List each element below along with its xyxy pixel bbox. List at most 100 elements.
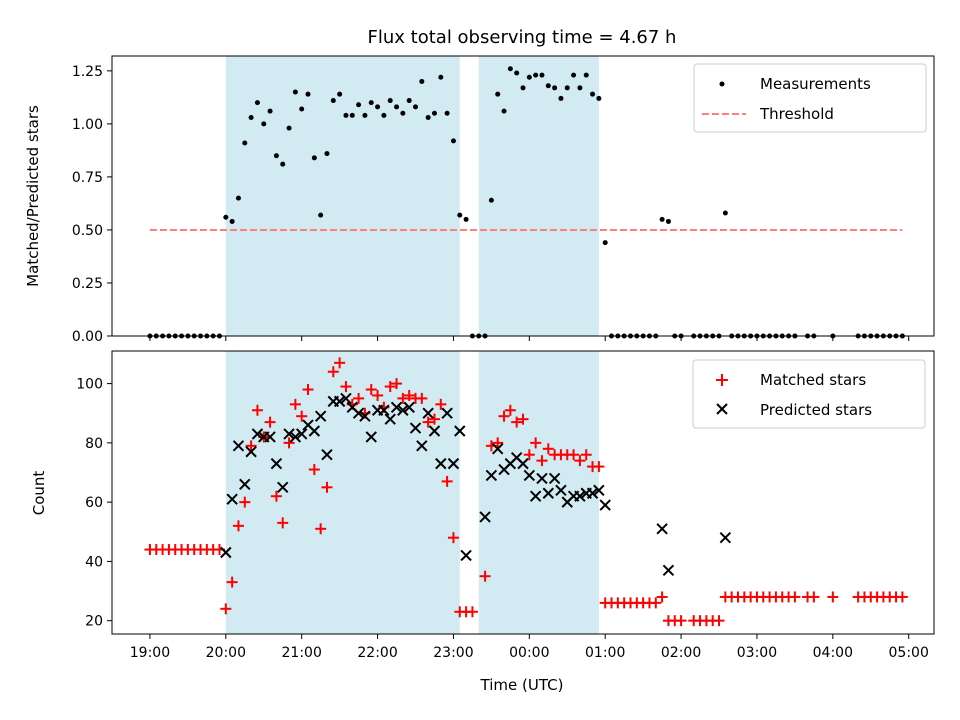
matched-star-point xyxy=(422,416,434,428)
count-ytick-label: 80 xyxy=(85,436,103,452)
matched-star-point xyxy=(372,389,384,401)
measurement-point xyxy=(488,197,494,203)
predicted-star-point xyxy=(548,472,561,485)
count-panel-frame xyxy=(111,350,935,635)
matched-star-point xyxy=(827,591,839,603)
count-ytick-label: 40 xyxy=(85,554,103,570)
legend-label-predicted: Predicted stars xyxy=(760,401,872,419)
predicted-star-point xyxy=(593,484,605,496)
measurement-point xyxy=(349,112,355,118)
measurement-point xyxy=(514,70,520,76)
matched-star-point xyxy=(277,517,289,529)
ratio-legend-box xyxy=(693,63,927,133)
matched-star-point xyxy=(530,437,542,449)
count-ytick-label: 60 xyxy=(85,495,103,511)
matched-star-point xyxy=(302,384,314,396)
matched-star-point xyxy=(593,461,605,473)
time-xtick-label: 23:00 xyxy=(433,645,473,661)
matched-star-point xyxy=(251,404,263,416)
predicted-star-point xyxy=(529,490,542,502)
count-y-axis: 20 40 60 80 100 xyxy=(76,377,112,630)
measurement-point xyxy=(413,104,419,110)
measurement-point xyxy=(558,95,564,101)
measurement-point xyxy=(507,66,513,72)
matched-star-point xyxy=(650,597,662,609)
matched-star-point xyxy=(416,392,428,404)
measurement-point xyxy=(444,110,450,116)
predicted-star-point xyxy=(270,457,283,470)
matched-star-point xyxy=(321,481,333,493)
measurement-point xyxy=(602,240,608,246)
predicted-star-point xyxy=(409,422,422,434)
measurement-point xyxy=(564,85,570,91)
measurement-point xyxy=(590,91,596,97)
matched-star-point xyxy=(808,591,820,603)
predicted-star-point xyxy=(390,401,403,414)
matched-star-point xyxy=(498,410,510,422)
matched-star-point xyxy=(511,416,523,428)
matched-star-point xyxy=(391,378,403,390)
matched-star-point xyxy=(536,455,548,467)
legend-label-measurements: Measurements xyxy=(760,75,871,93)
count-y-label: Count xyxy=(30,471,48,516)
ratio-ytick-label: 0.50 xyxy=(72,223,103,239)
predicted-star-point xyxy=(308,425,321,437)
measurement-point xyxy=(665,218,671,224)
matched-star-point xyxy=(384,381,396,393)
matched-star-point xyxy=(656,591,668,603)
predicted-star-point xyxy=(295,428,308,440)
observing-windows-bottom xyxy=(225,351,599,634)
predicted-star-point xyxy=(378,404,390,416)
matched-star-point xyxy=(264,416,276,428)
measurement-point xyxy=(406,98,412,104)
matched-star-point xyxy=(315,523,327,535)
time-xtick-label: 00:00 xyxy=(509,645,549,661)
measurement-point xyxy=(248,115,254,121)
legend-marker-measurements xyxy=(719,81,725,87)
matched-star-point xyxy=(340,381,352,393)
measurement-point xyxy=(242,140,248,146)
matched-star-point xyxy=(517,413,529,425)
predicted-star-point xyxy=(251,428,264,440)
count-legend: Matched stars Predicted stars xyxy=(692,359,926,429)
measurement-point xyxy=(520,85,526,91)
ratio-legend: Measurements Threshold xyxy=(693,63,927,133)
measurement-point xyxy=(286,125,292,131)
predicted-star-point xyxy=(397,404,409,416)
measurement-point xyxy=(229,218,235,224)
predicted-star-point xyxy=(656,523,668,535)
predicted-star-point xyxy=(574,490,586,502)
predicted-star-point xyxy=(422,407,434,419)
measurement-point xyxy=(533,72,539,78)
predicted-star-point xyxy=(517,457,529,470)
matched-star-point xyxy=(220,603,232,615)
measurement-point xyxy=(381,112,387,118)
predicted-star-point xyxy=(441,407,453,419)
ratio-ytick-label: 0.00 xyxy=(72,329,103,345)
matched-star-point xyxy=(479,570,491,582)
matched-star-point xyxy=(789,591,801,603)
predicted-star-point xyxy=(340,392,352,405)
measurement-point xyxy=(545,83,551,89)
count-ytick-label: 20 xyxy=(85,614,103,630)
measurement-point xyxy=(261,121,267,127)
predicted-star-point xyxy=(365,431,377,443)
measurement-point xyxy=(577,85,583,91)
measurement-point xyxy=(324,151,330,157)
measurement-point xyxy=(299,106,305,112)
ratio-ytick-label: 0.75 xyxy=(72,170,103,186)
predicted-star-point xyxy=(403,401,415,414)
observing-windows-top xyxy=(225,56,599,336)
time-xtick-label: 19:00 xyxy=(130,645,170,661)
measurement-point xyxy=(305,91,311,97)
predicted-star-point xyxy=(384,413,396,425)
measurement-point xyxy=(330,98,336,104)
ratio-x-ticks xyxy=(149,336,910,341)
measurement-point xyxy=(501,108,507,114)
matched-star-point xyxy=(675,615,687,627)
predicted-star-point xyxy=(220,546,232,559)
time-xtick-label: 03:00 xyxy=(737,645,777,661)
ratio-panel-frame xyxy=(111,55,935,337)
measurement-point xyxy=(311,155,317,161)
observing-window-1 xyxy=(225,351,460,634)
